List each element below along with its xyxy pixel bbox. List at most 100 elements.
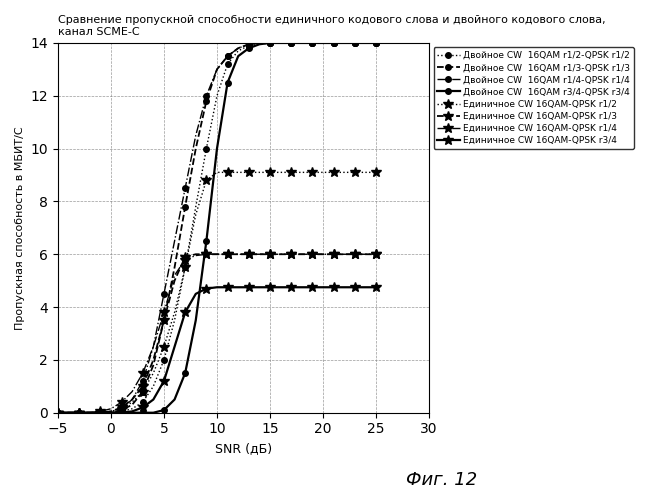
Двойное CW  16QAM r1/2-QPSK r1/2 [149, 384, 157, 390]
Двойное CW  16QAM r1/3-QPSK r1/3 [149, 362, 157, 368]
Двойное CW  16QAM r1/4-QPSK r1/4 [340, 40, 348, 46]
Единичное CW 16QAM-QPSK r1/4 [351, 251, 359, 257]
Единичное CW 16QAM-QPSK r3/4 [75, 410, 83, 416]
Единичное CW 16QAM-QPSK r1/4 [65, 410, 73, 416]
Единичное CW 16QAM-QPSK r3/4 [129, 408, 136, 414]
Двойное CW  16QAM r1/3-QPSK r1/3 [54, 410, 62, 416]
Двойное CW  16QAM r1/3-QPSK r1/3 [308, 40, 316, 46]
Единичное CW 16QAM-QPSK r1/4 [330, 251, 337, 257]
Двойное CW  16QAM r3/4-QPSK r3/4 [330, 40, 337, 46]
Единичное CW 16QAM-QPSK r3/4 [171, 344, 178, 349]
Двойное CW  16QAM r1/2-QPSK r1/2 [171, 318, 178, 324]
Единичное CW 16QAM-QPSK r1/4 [107, 406, 115, 412]
Единичное CW 16QAM-QPSK r1/3 [129, 396, 136, 402]
Двойное CW  16QAM r3/4-QPSK r3/4 [351, 40, 359, 46]
Единичное CW 16QAM-QPSK r1/3 [351, 251, 359, 257]
Двойное CW  16QAM r3/4-QPSK r3/4 [160, 407, 168, 413]
Единичное CW 16QAM-QPSK r1/4 [266, 251, 274, 257]
Единичное CW 16QAM-QPSK r1/2 [171, 310, 178, 316]
Единичное CW 16QAM-QPSK r1/4 [139, 370, 147, 376]
Единичное CW 16QAM-QPSK r3/4 [65, 410, 73, 416]
Единичное CW 16QAM-QPSK r1/4 [202, 251, 210, 257]
Единичное CW 16QAM-QPSK r1/4 [276, 251, 284, 257]
Двойное CW  16QAM r1/2-QPSK r1/2 [351, 40, 359, 46]
Единичное CW 16QAM-QPSK r1/2 [256, 170, 263, 175]
Двойное CW  16QAM r1/2-QPSK r1/2 [256, 42, 263, 48]
Двойное CW  16QAM r1/4-QPSK r1/4 [202, 93, 210, 99]
Двойное CW  16QAM r1/3-QPSK r1/3 [245, 42, 252, 48]
Двойное CW  16QAM r1/3-QPSK r1/3 [171, 264, 178, 270]
Единичное CW 16QAM-QPSK r1/4 [224, 251, 232, 257]
Двойное CW  16QAM r1/4-QPSK r1/4 [54, 410, 62, 416]
Единичное CW 16QAM-QPSK r3/4 [54, 410, 62, 416]
Двойное CW  16QAM r1/3-QPSK r1/3 [160, 318, 168, 324]
Двойное CW  16QAM r3/4-QPSK r3/4 [86, 410, 93, 416]
Двойное CW  16QAM r1/3-QPSK r1/3 [192, 146, 200, 152]
Единичное CW 16QAM-QPSK r1/2 [149, 370, 157, 376]
Единичное CW 16QAM-QPSK r3/4 [372, 284, 380, 290]
Двойное CW  16QAM r1/4-QPSK r1/4 [171, 238, 178, 244]
Единичное CW 16QAM-QPSK r1/4 [256, 251, 263, 257]
Двойное CW  16QAM r1/4-QPSK r1/4 [97, 410, 104, 416]
Единичное CW 16QAM-QPSK r1/3 [149, 357, 157, 363]
Двойное CW  16QAM r1/4-QPSK r1/4 [276, 40, 284, 46]
Двойное CW  16QAM r1/3-QPSK r1/3 [256, 40, 263, 46]
Единичное CW 16QAM-QPSK r3/4 [149, 396, 157, 402]
Двойное CW  16QAM r1/2-QPSK r1/2 [288, 40, 295, 46]
Двойное CW  16QAM r3/4-QPSK r3/4 [181, 370, 189, 376]
Двойное CW  16QAM r1/3-QPSK r1/3 [372, 40, 380, 46]
Двойное CW  16QAM r1/2-QPSK r1/2 [234, 48, 242, 54]
Единичное CW 16QAM-QPSK r1/2 [107, 408, 115, 414]
Двойное CW  16QAM r1/2-QPSK r1/2 [160, 357, 168, 363]
Единичное CW 16QAM-QPSK r1/4 [340, 251, 348, 257]
Единичное CW 16QAM-QPSK r3/4 [245, 284, 252, 290]
Двойное CW  16QAM r1/4-QPSK r1/4 [149, 344, 157, 349]
Единичное CW 16QAM-QPSK r1/4 [181, 256, 189, 262]
Двойное CW  16QAM r1/4-QPSK r1/4 [245, 42, 252, 48]
Единичное CW 16QAM-QPSK r1/3 [139, 384, 147, 390]
Единичное CW 16QAM-QPSK r1/2 [330, 170, 337, 175]
Двойное CW  16QAM r1/2-QPSK r1/2 [245, 42, 252, 48]
Единичное CW 16QAM-QPSK r1/2 [54, 410, 62, 416]
Двойное CW  16QAM r1/3-QPSK r1/3 [202, 98, 210, 104]
Единичное CW 16QAM-QPSK r1/3 [213, 251, 221, 257]
Единичное CW 16QAM-QPSK r1/2 [117, 406, 125, 412]
Line: Двойное CW  16QAM r3/4-QPSK r3/4: Двойное CW 16QAM r3/4-QPSK r3/4 [55, 40, 379, 416]
Двойное CW  16QAM r1/4-QPSK r1/4 [75, 410, 83, 416]
Единичное CW 16QAM-QPSK r1/2 [319, 170, 327, 175]
Двойное CW  16QAM r1/3-QPSK r1/3 [276, 40, 284, 46]
Двойное CW  16QAM r1/3-QPSK r1/3 [129, 402, 136, 408]
Двойное CW  16QAM r3/4-QPSK r3/4 [340, 40, 348, 46]
Двойное CW  16QAM r3/4-QPSK r3/4 [213, 146, 221, 152]
Двойное CW  16QAM r3/4-QPSK r3/4 [372, 40, 380, 46]
Единичное CW 16QAM-QPSK r1/3 [202, 251, 210, 257]
Двойное CW  16QAM r1/2-QPSK r1/2 [202, 146, 210, 152]
Единичное CW 16QAM-QPSK r1/3 [330, 251, 337, 257]
Единичное CW 16QAM-QPSK r1/2 [245, 170, 252, 175]
Единичное CW 16QAM-QPSK r3/4 [107, 410, 115, 416]
Единичное CW 16QAM-QPSK r1/3 [276, 251, 284, 257]
Line: Единичное CW 16QAM-QPSK r1/2: Единичное CW 16QAM-QPSK r1/2 [53, 168, 381, 418]
Единичное CW 16QAM-QPSK r3/4 [256, 284, 263, 290]
Двойное CW  16QAM r1/2-QPSK r1/2 [54, 410, 62, 416]
Единичное CW 16QAM-QPSK r1/4 [372, 251, 380, 257]
Единичное CW 16QAM-QPSK r3/4 [361, 284, 369, 290]
Двойное CW  16QAM r1/3-QPSK r1/3 [224, 53, 232, 59]
Двойное CW  16QAM r1/4-QPSK r1/4 [213, 66, 221, 72]
Единичное CW 16QAM-QPSK r1/2 [75, 410, 83, 416]
Единичное CW 16QAM-QPSK r3/4 [213, 284, 221, 290]
Двойное CW  16QAM r1/4-QPSK r1/4 [192, 132, 200, 138]
Единичное CW 16QAM-QPSK r1/3 [75, 410, 83, 416]
Двойное CW  16QAM r3/4-QPSK r3/4 [171, 396, 178, 402]
Единичное CW 16QAM-QPSK r1/2 [97, 410, 104, 416]
Двойное CW  16QAM r3/4-QPSK r3/4 [224, 80, 232, 86]
Text: Сравнение пропускной способности единичного кодового слова и двойного кодового с: Сравнение пропускной способности единичн… [58, 15, 606, 36]
Единичное CW 16QAM-QPSK r3/4 [181, 310, 189, 316]
Двойное CW  16QAM r1/3-QPSK r1/3 [97, 410, 104, 416]
Единичное CW 16QAM-QPSK r1/2 [340, 170, 348, 175]
Единичное CW 16QAM-QPSK r1/4 [86, 410, 93, 416]
Единичное CW 16QAM-QPSK r1/3 [54, 410, 62, 416]
Двойное CW  16QAM r1/4-QPSK r1/4 [266, 40, 274, 46]
Единичное CW 16QAM-QPSK r1/4 [75, 410, 83, 416]
Двойное CW  16QAM r1/2-QPSK r1/2 [298, 40, 306, 46]
